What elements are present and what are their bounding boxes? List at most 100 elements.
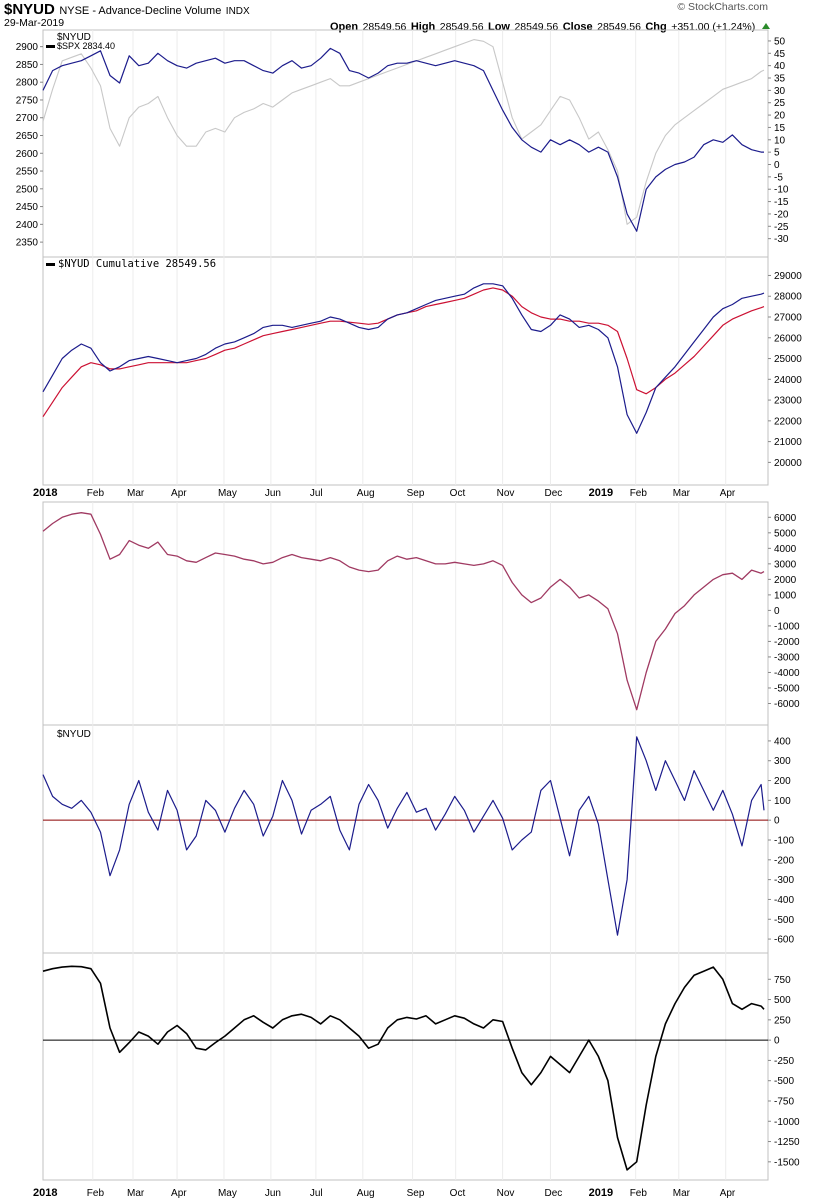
right-tick-label-p1: 10: [774, 135, 786, 146]
left-tick-label-p1: 2850: [16, 60, 39, 71]
right-tick-label-p1: 40: [774, 61, 786, 72]
x-month-label: Jul: [310, 1188, 323, 1199]
right-tick-label-p5: -250: [774, 1056, 794, 1067]
legend-spx-swatch: [46, 45, 55, 48]
right-tick-label-p4: 400: [774, 736, 791, 747]
right-tick-label-p5: -500: [774, 1076, 794, 1087]
right-tick-label-p4: 0: [774, 816, 780, 827]
right-tick-label-p2: 25000: [774, 354, 802, 365]
x-month-label: Feb: [630, 488, 648, 499]
right-tick-label-p3: 0: [774, 606, 780, 617]
x-year-label: 2018: [33, 487, 57, 499]
right-tick-label-p3: 4000: [774, 544, 797, 555]
x-month-label: Apr: [171, 488, 187, 499]
left-tick-label-p1: 2350: [16, 238, 39, 249]
right-tick-label-p4: 300: [774, 756, 791, 767]
right-tick-label-p5: 250: [774, 1015, 791, 1026]
right-tick-label-p3: -6000: [774, 699, 800, 710]
left-tick-label-p1: 2400: [16, 220, 39, 231]
right-tick-label-p4: -100: [774, 835, 794, 846]
up-arrow-icon: [761, 22, 770, 29]
cumulative-line: [42, 283, 765, 434]
x-month-label: Dec: [544, 1188, 562, 1199]
header-watermark: © StockCharts.com: [677, 1, 768, 13]
panel-frame-p3: [42, 501, 769, 726]
header-description: NYSE - Advance-Decline Volume: [59, 5, 222, 17]
right-tick-label-p3: 3000: [774, 559, 797, 570]
right-tick-label-p1: 35: [774, 74, 786, 85]
right-tick-label-p2: 26000: [774, 333, 802, 344]
cumulative-ma-line: [42, 287, 765, 418]
legend-cumulative-swatch: [46, 263, 55, 266]
right-tick-label-p1: -5: [774, 172, 783, 183]
right-tick-label-p4: -200: [774, 855, 794, 866]
right-tick-label-p1: 50: [774, 36, 786, 47]
right-tick-label-p3: 6000: [774, 513, 797, 524]
right-tick-label-p5: -1000: [774, 1117, 800, 1128]
x-month-label: Feb: [87, 1188, 105, 1199]
x-month-label: Oct: [450, 488, 466, 499]
right-tick-label-p2: 23000: [774, 396, 802, 407]
panel-frame-p5: [42, 952, 769, 1181]
right-tick-label-p5: 500: [774, 995, 791, 1006]
nyud-line: [42, 47, 764, 232]
right-tick-label-p3: -3000: [774, 652, 800, 663]
right-tick-label-p3: -2000: [774, 637, 800, 648]
x-month-label: Jun: [265, 1188, 281, 1199]
right-tick-label-p1: -30: [774, 234, 789, 245]
right-tick-label-p4: -500: [774, 915, 794, 926]
left-tick-label-p1: 2750: [16, 95, 39, 106]
oscillator-line: [42, 512, 765, 711]
x-month-label: Mar: [127, 1188, 145, 1199]
right-tick-label-p2: 29000: [774, 271, 802, 282]
x-month-label: May: [218, 488, 237, 499]
right-tick-label-p1: -10: [774, 185, 789, 196]
legend-nyud: $NYUD: [57, 32, 91, 43]
x-month-label: Mar: [127, 488, 145, 499]
right-tick-label-p3: -4000: [774, 668, 800, 679]
x-month-label: Sep: [407, 1188, 425, 1199]
x-month-label: Mar: [673, 1188, 691, 1199]
x-year-label: 2018: [33, 1187, 57, 1199]
left-tick-label-p1: 2550: [16, 167, 39, 178]
left-tick-label-p1: 2650: [16, 131, 39, 142]
left-tick-label-p1: 2500: [16, 184, 39, 195]
spx-line: [42, 39, 765, 225]
nyud-daily-line: [42, 736, 765, 936]
right-tick-label-p4: 200: [774, 776, 791, 787]
header-exchange: INDX: [225, 6, 250, 17]
left-tick-label-p1: 2900: [16, 42, 39, 53]
legend-spx: $SPX 2834.40: [57, 41, 115, 51]
x-year-label: 2019: [589, 487, 613, 499]
x-year-label: 2019: [589, 1187, 613, 1199]
right-tick-label-p1: 5: [774, 148, 780, 159]
right-tick-label-p1: -15: [774, 197, 789, 208]
right-tick-label-p2: 21000: [774, 437, 802, 448]
legend-cumulative: $NYUD Cumulative 28549.56: [58, 258, 216, 270]
x-month-label: Apr: [171, 1188, 187, 1199]
right-tick-label-p2: 28000: [774, 292, 802, 303]
right-tick-label-p3: 5000: [774, 528, 797, 539]
right-tick-label-p1: -20: [774, 209, 789, 220]
header-date: 29-Mar-2019: [4, 17, 65, 29]
x-month-label: Nov: [497, 488, 515, 499]
x-month-label: Apr: [720, 488, 736, 499]
left-tick-label-p1: 2700: [16, 113, 39, 124]
right-tick-label-p1: 0: [774, 160, 780, 171]
right-tick-label-p1: 25: [774, 98, 786, 109]
right-tick-label-p1: 20: [774, 111, 786, 122]
x-month-label: Sep: [407, 488, 425, 499]
right-tick-label-p5: -1250: [774, 1137, 800, 1148]
panel-frame-p2: [42, 256, 769, 486]
right-tick-label-p4: -600: [774, 935, 794, 946]
x-month-label: Feb: [630, 1188, 648, 1199]
right-tick-label-p1: 30: [774, 86, 786, 97]
right-tick-label-p2: 27000: [774, 313, 802, 324]
x-month-label: Mar: [673, 488, 691, 499]
x-month-label: Feb: [87, 488, 105, 499]
x-month-label: Jun: [265, 488, 281, 499]
x-month-label: Aug: [357, 1188, 375, 1199]
header-title-row: $NYUD NYSE - Advance-Decline Volume INDX: [4, 1, 250, 19]
right-tick-label-p4: -400: [774, 895, 794, 906]
